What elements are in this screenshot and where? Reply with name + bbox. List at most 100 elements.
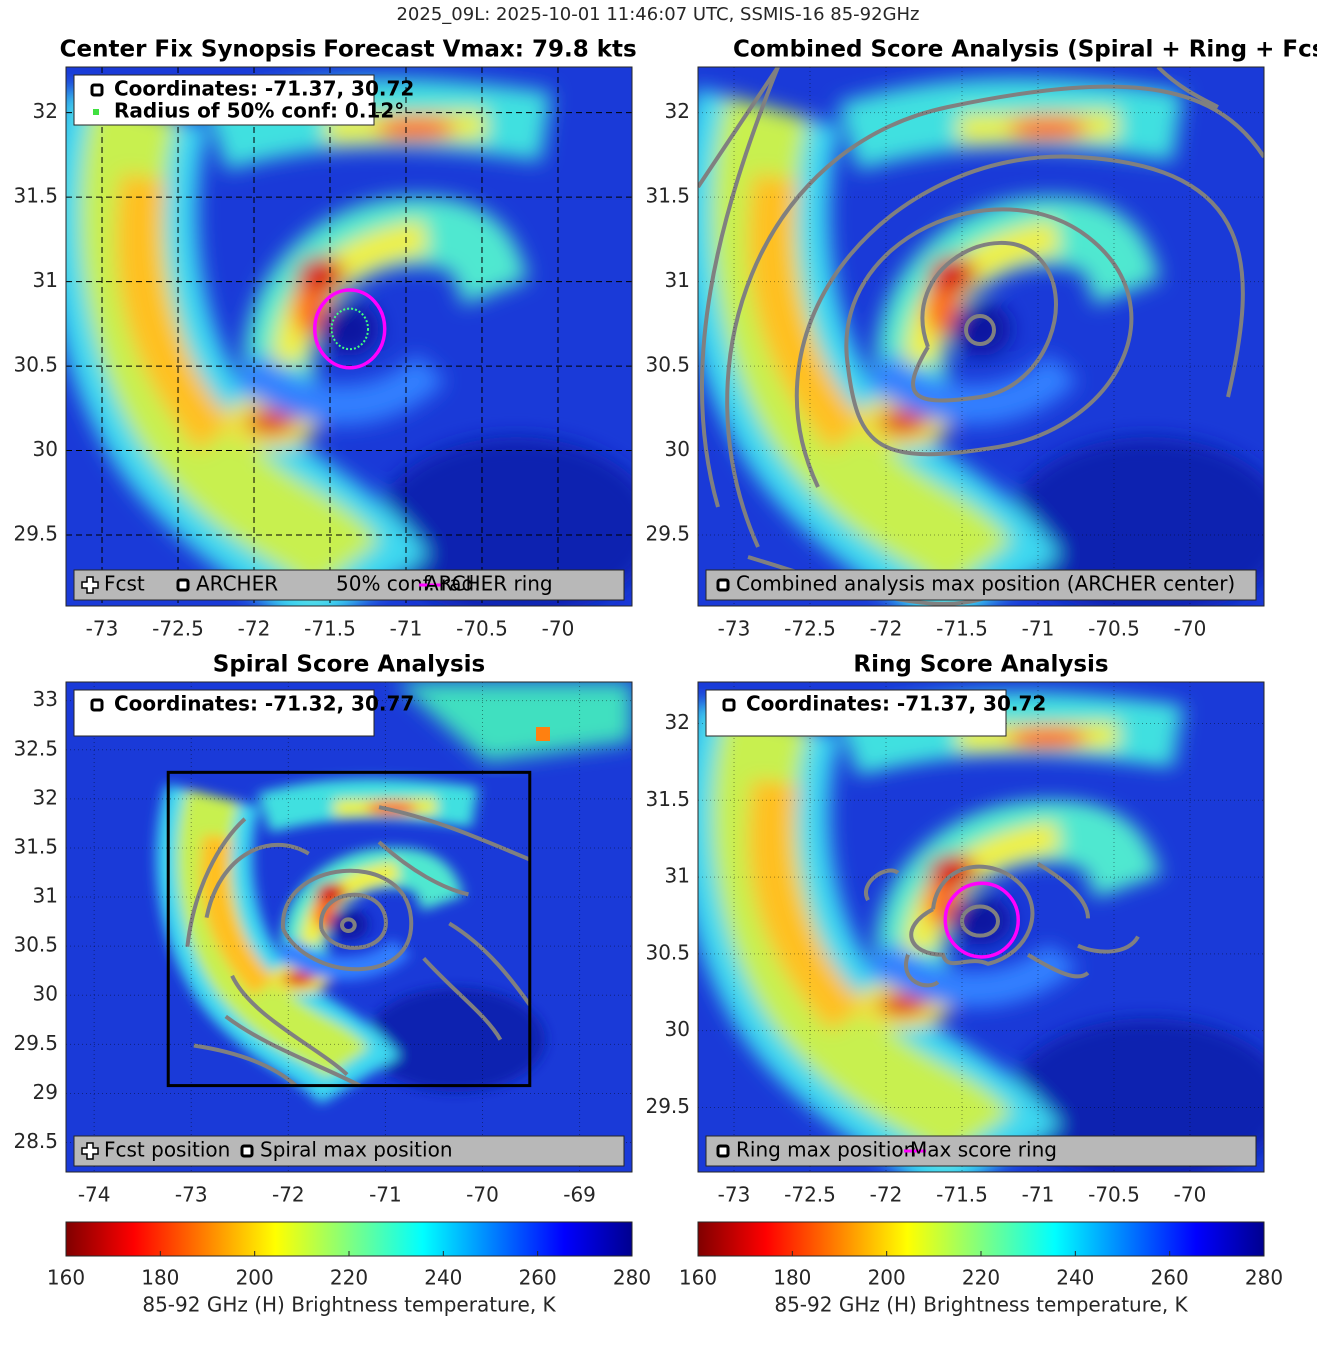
legend-swatch [81,576,99,594]
x-tick-label: -71 [390,617,423,641]
colorbar-tick-label: 180 [773,1266,811,1290]
panel-subtitle: Forecast Vmax: 79.8 kts [323,37,636,63]
colorbar-tick-label: 240 [424,1266,462,1290]
annotation: Coordinates: -71.32, 30.77 [114,692,414,716]
contour [379,807,530,894]
contour [1158,67,1218,107]
contour [702,67,778,507]
contour [1038,864,1138,952]
contour [966,316,994,344]
panel-title: Spiral Score Analysis [213,652,485,678]
legend-label: Max score ring [910,1138,1057,1162]
x-tick-label: -72 [238,617,271,641]
brightness-feature [748,173,866,452]
colorbar-tick-label: 160 [47,1266,85,1290]
y-tick-label: 30 [665,1017,690,1041]
legend-swatch [81,1142,99,1160]
contour [962,907,998,936]
annotation-icon [93,109,99,115]
y-tick-label: 32 [33,99,58,123]
brightness-feature [1008,1018,1264,1172]
legend-box [73,569,625,601]
annotation-icon [90,83,104,97]
x-tick-label: -71 [1022,617,1055,641]
colorbar-tick-label: 220 [962,1266,1000,1290]
brightness-feature [879,993,927,1016]
x-tick-label: -73 [718,617,751,641]
panel [66,682,632,1172]
annotation-box [73,74,375,126]
colorbar-tick-label: 220 [330,1266,368,1290]
colorbar-label: 85-92 GHz (H) Brightness temperature, K [774,1293,1188,1317]
outer-hot [536,727,550,741]
contours [866,864,1138,986]
colorbar-tick-label: 260 [1151,1266,1189,1290]
x-tick-label: -70 [1174,617,1207,641]
contour [283,871,411,969]
y-tick-label: 31.5 [13,834,58,858]
contour [846,209,1131,454]
y-tick-label: 29.5 [645,522,690,546]
brightness-feature [748,778,866,1032]
panel-title: Ring Score Analysis [853,652,1108,678]
y-tick-label: 29.5 [13,1031,58,1055]
ring [313,288,387,370]
panel-frame [65,681,633,1173]
contour [187,819,359,1086]
x-tick-label: -72 [870,1183,903,1207]
brightness-feature [116,173,234,452]
brightness-feature [1008,727,1088,750]
x-tick-label: -71.5 [936,1183,988,1207]
x-tick-label: -72 [870,617,903,641]
x-tick-label: -72 [272,1183,305,1207]
y-tick-label: 32 [665,99,690,123]
outer-swath [396,682,632,762]
colorbar-tick-label: 200 [868,1266,906,1290]
x-tick-label: -69 [563,1183,596,1207]
legend-box [73,1135,625,1167]
y-tick-label: 31 [33,268,58,292]
panel [698,67,1264,606]
contour [424,923,530,1039]
y-tick-label: 29.5 [13,522,58,546]
x-tick-label: -71 [369,1183,402,1207]
x-tick-label: -70.5 [1088,617,1140,641]
legend-label: ARCHER [196,572,278,596]
contour [321,895,386,948]
brightness-feature [232,351,447,425]
y-tick-label: 30 [33,982,58,1006]
legend-swatch [240,1144,254,1158]
imagery [66,78,632,606]
brightness-feature [879,410,927,434]
legend-box [705,569,1257,601]
annotation: Radius of 50% conf: 0.12° [114,99,404,123]
colorbar-label: 85-92 GHz (H) Brightness temperature, K [142,1293,556,1317]
x-tick-label: -71 [1022,1183,1055,1207]
legend-label: 50% conf. rad. [336,572,481,596]
legend-label: Combined analysis max position (ARCHER c… [736,572,1235,596]
legend-swatch [716,1144,730,1158]
panel-frame [697,66,1265,607]
x-tick-label: -70.5 [1088,1183,1140,1207]
legend-swatch [716,578,730,592]
legend-swatch [176,578,190,592]
x-tick-label: -70 [542,617,575,641]
y-tick-label: 33 [33,687,58,711]
colorbar-tick-label: 280 [613,1266,651,1290]
x-tick-label: -70 [1174,1183,1207,1207]
panel-title: Combined Score Analysis (Spiral + Ring +… [733,37,1317,63]
brightness-feature [951,302,1011,356]
brightness-feature [376,117,456,141]
imagery [156,778,546,1107]
y-tick-label: 30 [33,437,58,461]
y-tick-label: 31 [665,268,690,292]
brightness-feature [319,302,379,356]
legend-label: Ring max position [736,1138,916,1162]
ring [943,881,1020,959]
y-tick-label: 30.5 [13,353,58,377]
panel-frame [697,681,1265,1173]
contour [727,87,1264,547]
colorbar-tick-label: 160 [679,1266,717,1290]
y-tick-label: 30.5 [13,933,58,957]
contours [698,67,1264,604]
